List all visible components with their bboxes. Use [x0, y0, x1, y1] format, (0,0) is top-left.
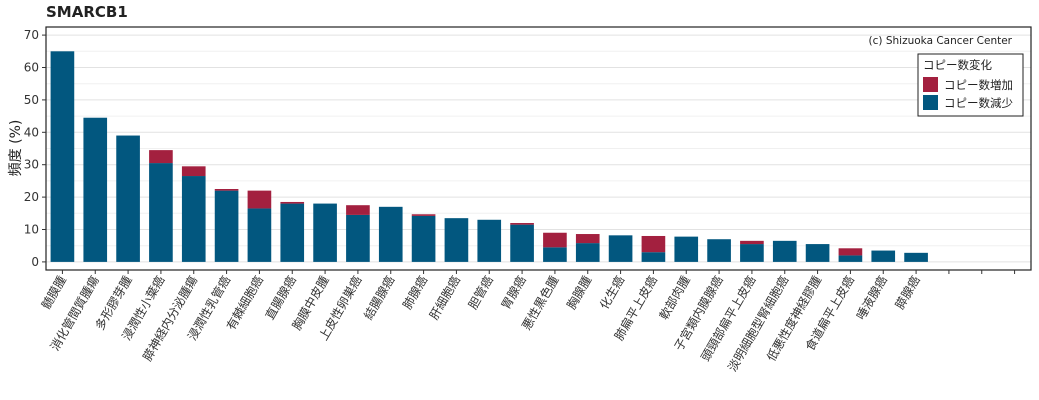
bar-copy-loss — [83, 117, 108, 262]
x-tick-label: 結腸腺癌 — [360, 273, 397, 322]
x-tick-label: 淡明細胞型腎細胞癌 — [724, 273, 791, 374]
bar-copy-gain — [346, 205, 370, 215]
bar-copy-loss — [543, 247, 567, 262]
bar-copy-loss — [838, 255, 863, 262]
bar-copy-gain — [280, 201, 305, 204]
bar-copy-gain — [740, 240, 764, 245]
x-tick-label: 肝細胞癌 — [426, 273, 463, 322]
legend-swatch-loss — [923, 95, 938, 110]
gridlines — [46, 34, 1031, 263]
bar-copy-loss — [871, 250, 896, 262]
legend-label-loss: コピー数減少 — [944, 96, 1013, 110]
bar-copy-loss — [641, 252, 666, 262]
legend-swatch-gain — [923, 77, 938, 92]
plot-border — [45, 26, 1032, 271]
bar-copy-loss — [805, 244, 830, 262]
bar-copy-gain — [247, 190, 272, 209]
bars — [50, 51, 928, 262]
bar-copy-gain — [543, 232, 567, 248]
y-tick-label: 0 — [31, 255, 39, 269]
y-tick-label: 20 — [24, 190, 39, 204]
bar-copy-loss — [608, 235, 633, 262]
x-tick-label: 胃腺癌 — [498, 273, 529, 312]
y-tick-label: 50 — [24, 93, 39, 107]
copyright-annotation: (c) Shizuoka Cancer Center — [869, 35, 1013, 47]
bar-copy-loss — [411, 215, 436, 262]
bar-copy-loss — [772, 240, 797, 262]
y-axis-label: 頻度 (%) — [8, 120, 24, 177]
y-tick-label: 40 — [24, 125, 39, 139]
bar-copy-loss — [575, 243, 600, 262]
bar-copy-loss — [378, 206, 403, 262]
legend-label-gain: コピー数増加 — [944, 78, 1013, 92]
bar-copy-loss — [116, 135, 140, 262]
x-tick-label: 肺腺癌 — [399, 273, 430, 312]
bar-copy-loss — [214, 190, 239, 262]
y-tick-label: 30 — [24, 158, 39, 172]
bar-copy-gain — [181, 166, 206, 177]
bar-copy-gain — [411, 214, 436, 216]
bar-copy-loss — [50, 51, 75, 262]
legend: コピー数変化 コピー数増加 コピー数減少 — [917, 53, 1024, 117]
x-tick-label: 化生癌 — [596, 273, 627, 312]
x-axis: 髄膜腫消化管間質腫瘍多形膠芽腫浸潤性小葉癌膵神経内分泌腫瘍浸潤性乳管癌有棘細胞癌… — [38, 270, 1016, 374]
bar-copy-gain — [214, 189, 239, 191]
x-tick-label: 胸腺腫 — [563, 273, 594, 312]
bar-copy-gain — [149, 150, 173, 164]
bar-copy-loss — [707, 239, 731, 262]
x-tick-label: 軟部肉腫 — [656, 273, 693, 322]
x-tick-label: 胆管癌 — [465, 273, 496, 312]
x-tick-label: 直腸腺癌 — [262, 273, 299, 322]
bar-copy-gain — [641, 235, 666, 253]
bar-copy-loss — [346, 214, 370, 262]
bar-copy-loss — [740, 244, 764, 262]
bar-copy-loss — [247, 208, 272, 262]
bar-copy-gain — [510, 223, 534, 225]
bar-copy-loss — [904, 252, 928, 262]
y-tick-label: 10 — [24, 223, 39, 237]
bar-copy-loss — [444, 218, 469, 262]
y-tick-label: 60 — [24, 61, 39, 75]
bar-copy-loss — [477, 219, 502, 262]
x-tick-label: 膵腺癌 — [892, 273, 923, 312]
bar-copy-loss — [313, 203, 337, 262]
bar-copy-loss — [149, 163, 173, 262]
x-tick-label: 髄膜腫 — [38, 273, 69, 312]
y-tick-label: 70 — [24, 28, 39, 42]
bar-copy-loss — [181, 176, 206, 262]
chart-title: SMARCB1 — [46, 3, 128, 21]
bar-copy-loss — [280, 203, 305, 262]
bar-copy-gain — [838, 248, 863, 256]
y-axis: 0 10 20 30 40 50 60 70 — [24, 28, 46, 269]
x-tick-label: 唾液腺癌 — [853, 273, 890, 322]
bar-copy-gain — [575, 234, 600, 244]
bar-copy-loss — [510, 224, 534, 262]
legend-title: コピー数変化 — [923, 58, 992, 72]
bar-copy-loss — [674, 236, 699, 262]
